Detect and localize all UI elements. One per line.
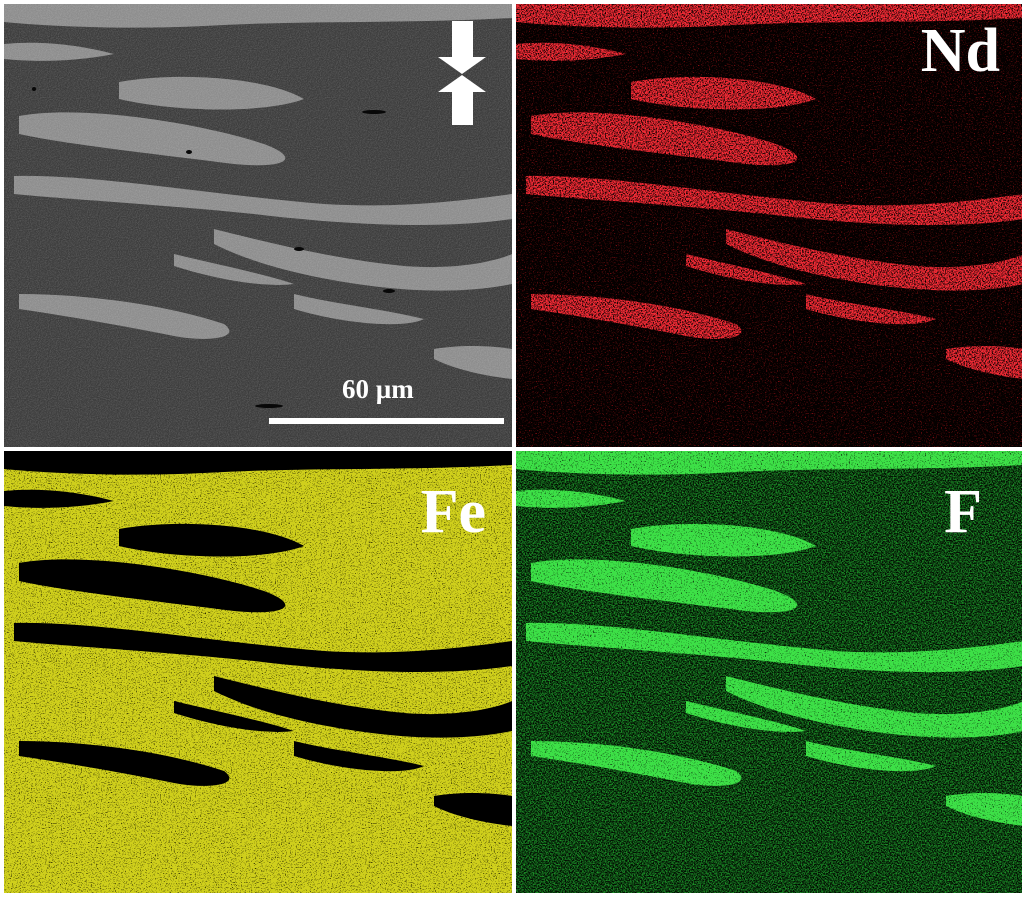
nd-label: Nd <box>920 17 1000 85</box>
sem-image-panel: 60 µm <box>4 4 512 447</box>
scale-bar <box>269 418 504 424</box>
fe-map-panel: Fe <box>4 451 512 893</box>
nd-map-panel: Nd <box>516 4 1022 447</box>
fe-elemental-map <box>4 451 512 893</box>
nd-elemental-map <box>516 4 1022 447</box>
scale-bar-label: 60 µm <box>342 374 414 404</box>
f-map-panel: F <box>516 451 1022 893</box>
fe-label: Fe <box>420 478 486 546</box>
pores <box>32 87 395 408</box>
sem-micrograph <box>4 4 512 447</box>
f-label: F <box>944 478 982 546</box>
f-elemental-map <box>516 451 1022 893</box>
